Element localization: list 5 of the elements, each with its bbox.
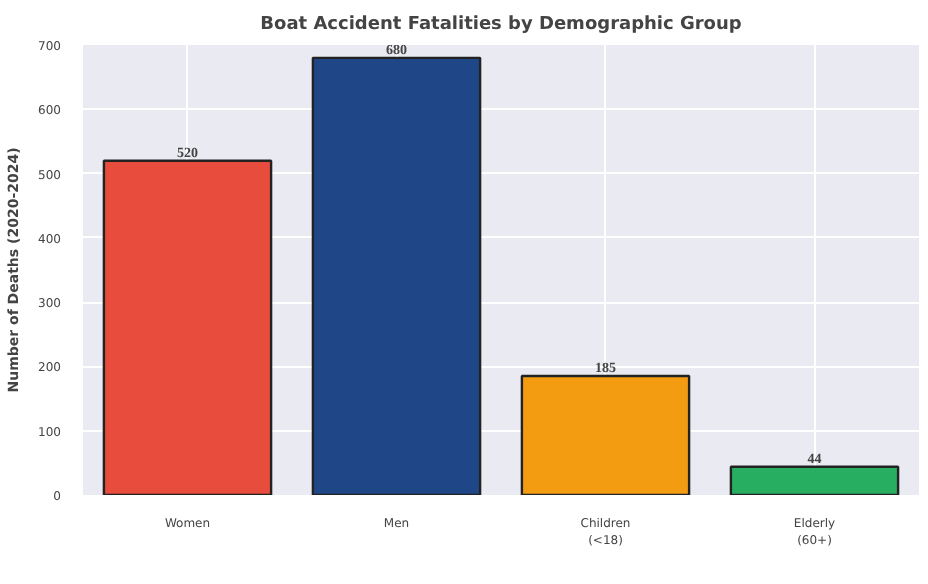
bar: [520, 374, 691, 495]
bar: [311, 56, 482, 495]
chart-title: Boat Accident Fatalities by Demographic Group: [260, 15, 743, 35]
bar: [729, 465, 900, 495]
bar: [102, 159, 273, 495]
